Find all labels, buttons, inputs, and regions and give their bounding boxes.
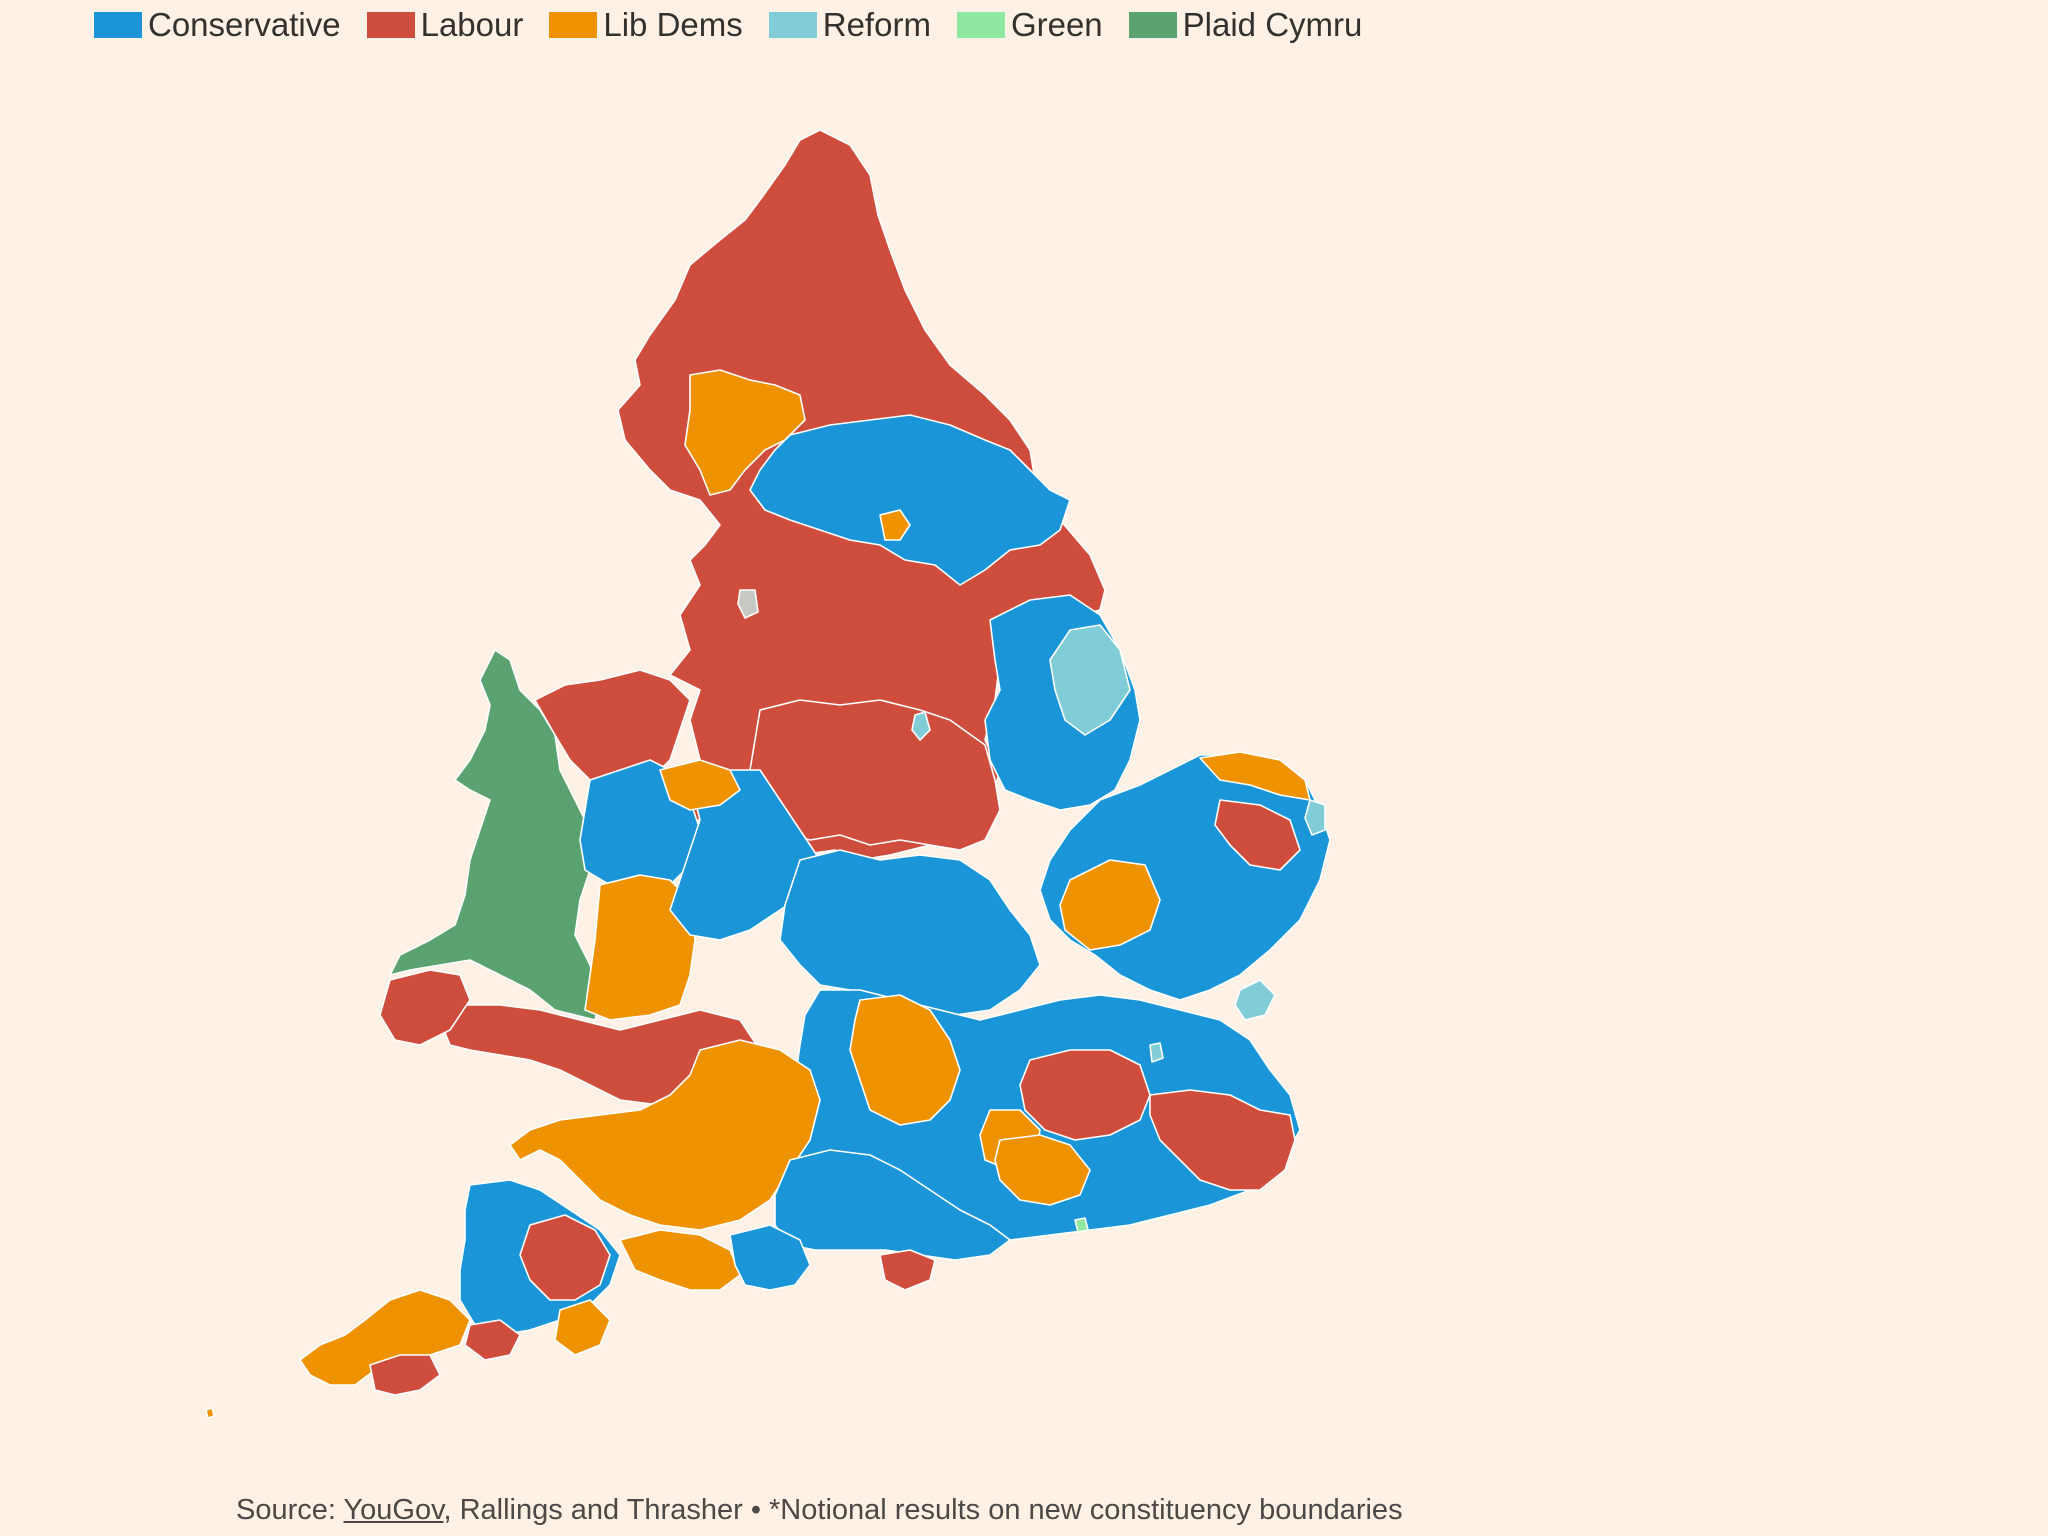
legend-item-conservative: Conservative [94,6,341,44]
legend-swatch-conservative [94,12,142,38]
source-link-yougov[interactable]: YouGov [343,1494,444,1526]
region-wales-plaid [389,649,601,1021]
legend-label-green: Green [1010,6,1103,43]
legend-item-labour: Labour [366,6,524,44]
region-cornwall-libdem [299,1289,471,1386]
legend-item-reform: Reform [768,6,931,44]
region-lakes-libdem [684,369,806,496]
region-central-conservative [779,849,1041,1016]
region-pembroke-labour [379,969,471,1046]
region-north-yorkshire-conservative [749,414,1071,586]
region-reform-lincs [1049,624,1131,736]
region-kent-labour [1149,1089,1296,1191]
region-reform-ashfield [1149,1042,1164,1063]
legend-item-green: Green [956,6,1103,44]
region-cornwall-labour [369,1354,441,1396]
region-torbay-libdem [554,1299,611,1356]
map-legend: Conservative Labour Lib Dems Reform Gree… [94,6,1388,44]
region-reform-great-yarmouth [1304,799,1326,836]
legend-label-libdems: Lib Dems [603,6,743,43]
legend-item-libdems: Lib Dems [549,6,743,44]
region-dorset-libdem [619,1229,741,1291]
region-hereford-libdem [659,759,741,811]
region-oxford-libdem [849,994,961,1126]
legend-item-plaid-cymru: Plaid Cymru [1128,6,1363,44]
legend-swatch-green [956,12,1005,38]
region-west-midlands-conservative [669,769,821,941]
legend-label-plaid-cymru: Plaid Cymru [1182,6,1363,43]
legend-swatch-reform [768,12,817,38]
region-london-labour [1019,1049,1151,1141]
region-isle-of-wight-labour [879,1249,936,1291]
legend-swatch-libdems [549,12,598,38]
region-brecon-libdem [584,874,696,1021]
legend-swatch-plaid-cymru [1128,12,1177,38]
source-prefix: Source: [236,1494,344,1526]
legend-swatch-labour [366,12,415,38]
source-note: Source: YouGov, Rallings and Thrasher • … [236,1494,1403,1527]
region-plymouth-labour [464,1319,521,1361]
region-somerset-libdem [509,1039,821,1231]
legend-label-reform: Reform [822,6,931,43]
region-cambridge-libdem [1059,859,1161,951]
region-exeter-labour [519,1214,611,1301]
legend-label-labour: Labour [420,6,524,43]
region-green-brighton [1074,1217,1089,1233]
region-speaker-seat [737,589,759,619]
source-suffix: , Rallings and Thrasher • *Notional resu… [443,1494,1403,1526]
region-dorset-conservative [729,1224,811,1291]
region-norwich-labour [1214,799,1301,871]
region-reform-clacton [1234,979,1276,1021]
region-scilly-libdem [205,1407,215,1419]
region-reform-north-notts [911,711,931,741]
region-surrey-libdem [994,1134,1091,1206]
region-libdem-harrogate [879,509,911,541]
legend-label-conservative: Conservative [148,6,341,43]
